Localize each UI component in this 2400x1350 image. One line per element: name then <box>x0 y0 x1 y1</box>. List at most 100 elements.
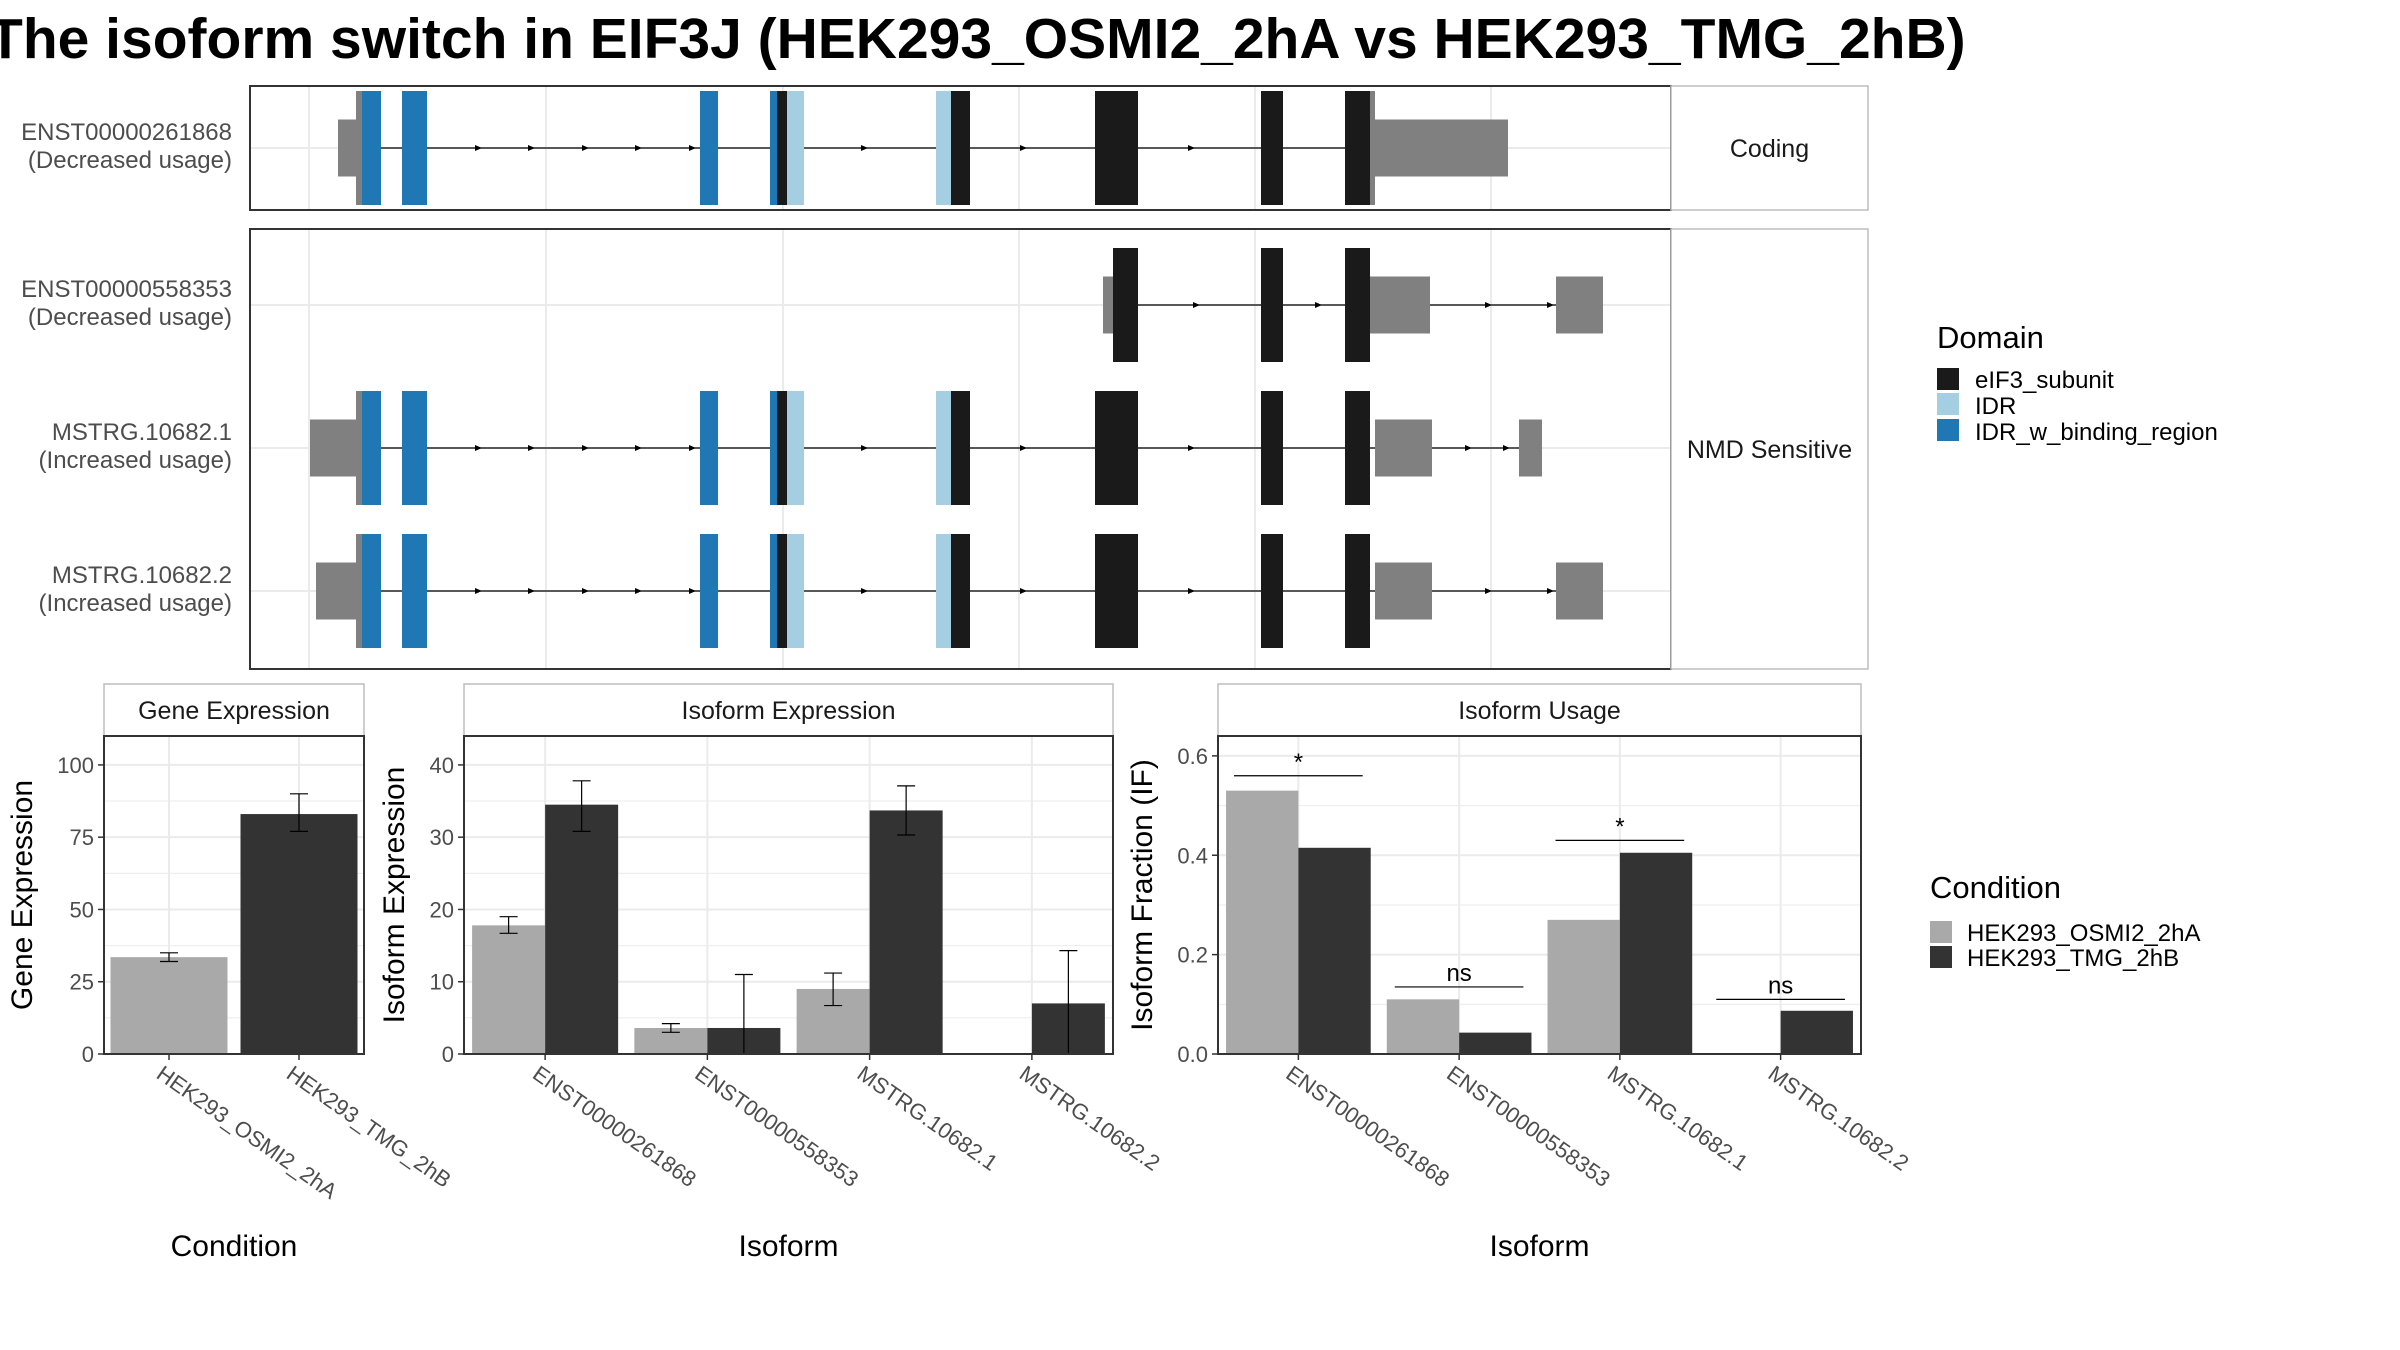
plot-border <box>1217 735 1862 1055</box>
direction-arrow <box>1315 302 1322 308</box>
utr-block <box>1556 562 1603 620</box>
transcript-id-label: ENST00000261868 <box>21 119 232 146</box>
bar <box>1386 999 1460 1054</box>
transcript-panel-1: ENST00000558353(Decreased usage) MSTRG.10… <box>21 228 1869 670</box>
x-tick-label: ENST00000261868 <box>528 1061 701 1192</box>
transcript-usage-label: (Increased usage) <box>39 590 232 617</box>
facet-strip <box>1670 228 1869 670</box>
utr-block <box>1370 276 1430 334</box>
y-axis-title: Gene Expression <box>6 780 39 1010</box>
domain-block-eif3-subunit <box>1261 391 1283 505</box>
legend-label-idr: IDR <box>1975 393 2016 420</box>
direction-arrow <box>475 445 482 451</box>
direction-arrow <box>475 145 482 151</box>
y-tick-label: 0.0 <box>1177 1042 1208 1067</box>
direction-arrow <box>635 145 642 151</box>
domain-block-idr-w-binding-region <box>402 391 427 505</box>
direction-arrow <box>861 588 868 594</box>
domain-block-eif3-subunit <box>951 91 970 205</box>
transcript-usage-label: (Decreased usage) <box>28 304 232 331</box>
facet-strip-label: NMD Sensitive <box>1687 436 1852 464</box>
utr-block <box>1556 276 1603 334</box>
bar <box>110 957 228 1054</box>
domain-block-eif3-subunit <box>1261 91 1283 205</box>
y-tick-label: 0 <box>442 1042 454 1067</box>
significance-label: * <box>1294 749 1303 776</box>
direction-arrow <box>1485 302 1492 308</box>
y-tick-label: 30 <box>430 825 454 850</box>
direction-arrow <box>689 145 696 151</box>
legend-swatch-osmi2 <box>1930 921 1952 943</box>
transcript-row: MSTRG.10682.1(Increased usage) <box>39 391 1542 505</box>
condition-legend-title: Condition <box>1930 870 2061 905</box>
transcript-panel-0: ENST00000261868(Decreased usage) Coding <box>21 85 1869 211</box>
bar <box>1298 847 1371 1054</box>
facet-strip-label: Coding <box>1730 135 1809 163</box>
legend-swatch-idr-w-binding-region <box>1937 419 1959 441</box>
direction-arrow <box>528 588 535 594</box>
direction-arrow <box>582 588 589 594</box>
utr-block <box>1375 419 1432 477</box>
domain-block-idr-w-binding-region <box>770 391 777 505</box>
y-tick-label: 20 <box>430 897 454 922</box>
x-axis-title: Isoform <box>738 1230 838 1263</box>
direction-arrow <box>635 445 642 451</box>
bar <box>472 925 546 1054</box>
domain-block-eif3-subunit <box>1345 391 1370 505</box>
y-tick-label: 25 <box>70 970 94 995</box>
legend-label-osmi2: HEK293_OSMI2_2hA <box>1967 920 2200 947</box>
utr-block <box>356 91 362 205</box>
direction-arrow <box>1547 302 1554 308</box>
chart-title-strip <box>463 683 1114 737</box>
domain-block-idr <box>787 91 804 205</box>
bar <box>1547 919 1620 1054</box>
utr-block <box>310 419 356 477</box>
utr-block <box>1519 419 1542 477</box>
domain-block-idr-w-binding-region <box>362 91 381 205</box>
domain-block-eif3-subunit <box>1345 248 1370 362</box>
y-tick-label: 0.4 <box>1177 843 1208 868</box>
direction-arrow <box>689 588 696 594</box>
x-axis-title: Condition <box>171 1230 298 1263</box>
domain-block-idr-w-binding-region <box>362 534 381 648</box>
gene-expression-chart: Gene ExpressionHEK293_OSMI2_2hAHEK293_TM… <box>6 683 456 1263</box>
transcript-id-label: ENST00000558353 <box>21 276 232 303</box>
y-tick-label: 50 <box>70 897 94 922</box>
legend-swatch-eif3-subunit <box>1937 368 1959 390</box>
domain-legend-title: Domain <box>1937 320 2044 355</box>
domain-block-idr-w-binding-region <box>362 391 381 505</box>
x-tick-label: ENST00000261868 <box>1282 1061 1455 1192</box>
domain-block-eif3-subunit <box>1261 534 1283 648</box>
domain-block-eif3-subunit <box>1095 391 1138 505</box>
direction-arrow <box>1188 145 1195 151</box>
utr-block <box>356 391 362 505</box>
chart-title: Gene Expression <box>138 697 330 725</box>
legend-swatch-idr <box>1937 393 1959 415</box>
domain-block-eif3-subunit <box>777 91 787 205</box>
utr-block <box>1103 276 1113 334</box>
y-tick-label: 0.6 <box>1177 744 1208 769</box>
direction-arrow <box>689 445 696 451</box>
utr-block <box>1375 119 1508 177</box>
bar <box>1459 1032 1532 1054</box>
transcript-usage-label: (Decreased usage) <box>28 147 232 174</box>
significance-label: ns <box>1446 960 1471 987</box>
x-tick-label: MSTRG.10682.2 <box>1764 1061 1914 1176</box>
direction-arrow <box>1503 445 1510 451</box>
domain-block-eif3-subunit <box>1345 534 1370 648</box>
legend-swatch-tmg <box>1930 946 1952 968</box>
transcript-row: ENST00000558353(Decreased usage) <box>21 248 1603 362</box>
domain-block-eif3-subunit <box>951 391 970 505</box>
y-tick-label: 0.2 <box>1177 943 1208 968</box>
domain-block-idr-w-binding-region <box>770 91 777 205</box>
bar <box>545 804 619 1054</box>
facet-strip <box>1670 85 1869 211</box>
direction-arrow <box>1020 588 1027 594</box>
transcript-row: ENST00000261868(Decreased usage) <box>21 91 1508 205</box>
y-tick-label: 75 <box>70 825 94 850</box>
x-tick-label: ENST00000558353 <box>691 1061 864 1192</box>
transcript-id-label: MSTRG.10682.1 <box>52 419 232 446</box>
direction-arrow <box>1188 445 1195 451</box>
direction-arrow <box>528 445 535 451</box>
